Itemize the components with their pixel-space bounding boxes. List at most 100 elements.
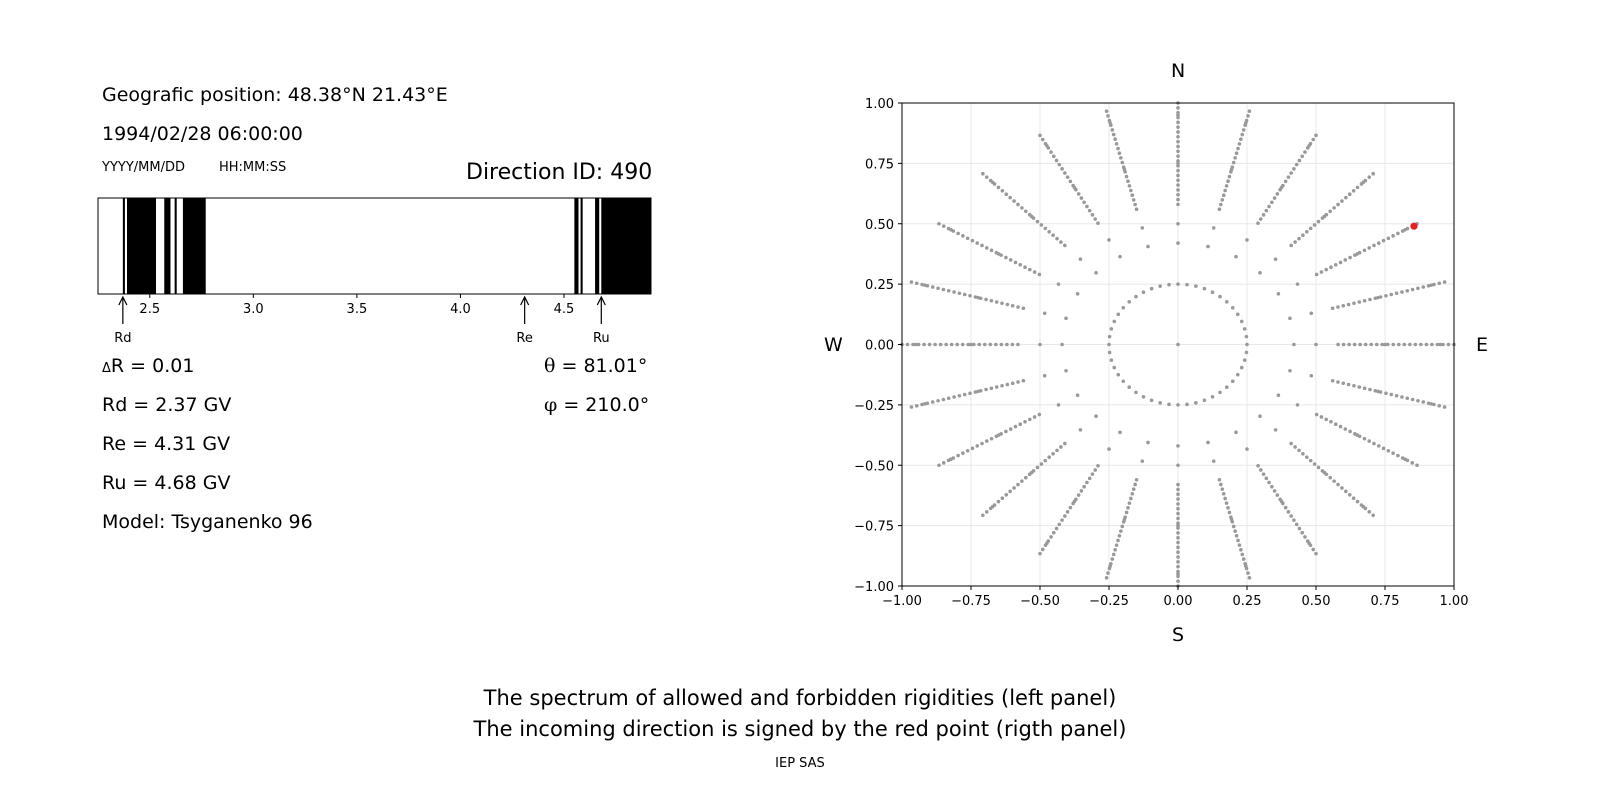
direction-point — [1338, 424, 1343, 429]
direction-point — [1176, 188, 1180, 192]
direction-point — [1226, 505, 1230, 510]
direction-point — [1344, 195, 1348, 200]
direction-point — [1341, 303, 1346, 308]
direction-point — [1405, 396, 1410, 401]
direction-point — [1107, 350, 1112, 355]
forbidden-band — [595, 198, 600, 294]
direction-point — [1234, 254, 1238, 259]
direction-point — [1063, 441, 1067, 446]
direction-point — [1121, 165, 1126, 170]
direction-point — [1300, 530, 1304, 535]
direction-point — [1113, 547, 1117, 552]
direction-point — [1288, 316, 1292, 321]
direction-point — [1096, 464, 1100, 468]
direction-point — [1324, 267, 1328, 272]
direction-point — [1010, 303, 1015, 308]
direction-point — [1362, 436, 1367, 441]
direction-point — [994, 300, 999, 304]
direction-point — [1117, 533, 1122, 538]
direction-point — [1176, 168, 1180, 173]
direction-point — [1114, 543, 1119, 547]
direction-point — [1244, 350, 1249, 355]
direction-point — [1176, 139, 1180, 144]
direction-point — [1060, 167, 1064, 171]
direction-point — [1236, 538, 1240, 543]
direction-point — [984, 246, 989, 250]
direction-point — [1176, 482, 1180, 487]
direction-point — [1051, 233, 1055, 238]
direction-point — [1167, 402, 1171, 407]
direction-point — [1176, 403, 1180, 407]
delta-symbol: Δ — [102, 361, 111, 376]
direction-point — [1357, 300, 1362, 304]
direction-point — [1308, 543, 1313, 548]
y-tick-label: −0.75 — [854, 520, 894, 535]
direction-point — [1134, 390, 1138, 395]
direction-point — [1000, 301, 1004, 306]
direction-point — [1176, 125, 1180, 129]
direction-point — [956, 453, 960, 458]
direction-point — [1218, 390, 1222, 395]
direction-point — [1210, 290, 1215, 295]
direction-point — [1021, 378, 1026, 383]
direction-point — [1013, 424, 1018, 429]
direction-point — [1405, 458, 1410, 463]
direction-point — [1384, 391, 1388, 396]
direction-point — [1085, 204, 1089, 209]
direction-point — [1239, 137, 1243, 142]
direction-point — [927, 342, 932, 347]
direction-point — [988, 178, 993, 183]
direction-point — [1113, 137, 1117, 142]
direction-point — [1220, 487, 1225, 491]
direction-point — [1442, 405, 1447, 409]
direction-point — [1223, 188, 1227, 193]
direction-point — [1235, 372, 1240, 377]
direction-point — [1316, 219, 1321, 224]
direction-point — [1258, 270, 1262, 275]
direction-point — [1176, 149, 1180, 154]
direction-point — [1005, 382, 1010, 387]
forbidden-band — [182, 198, 206, 294]
direction-point — [937, 221, 941, 226]
direction-point — [1176, 120, 1180, 125]
direction-point — [1043, 226, 1048, 231]
direction-point — [1230, 165, 1235, 170]
direction-point — [1020, 479, 1024, 483]
direction-point — [1405, 288, 1410, 293]
direction-point — [1226, 179, 1230, 184]
direction-point — [1217, 477, 1222, 482]
direction-point — [1341, 342, 1346, 347]
direction-point — [1176, 540, 1180, 545]
direction-point — [1221, 491, 1226, 496]
direction-point — [1363, 506, 1368, 511]
direction-point — [1158, 401, 1162, 405]
re-value: Re = 4.31 GV — [102, 433, 231, 455]
direction-point — [1369, 342, 1373, 347]
direction-point — [1223, 496, 1227, 501]
direction-point — [1149, 398, 1154, 403]
direction-point — [1311, 547, 1316, 552]
direction-point — [1362, 386, 1367, 391]
direction-point — [1419, 342, 1423, 347]
direction-point — [1082, 200, 1086, 205]
direction-point — [1040, 547, 1045, 552]
direction-point — [1430, 342, 1434, 347]
direction-point — [956, 231, 960, 236]
direction-point — [1055, 448, 1059, 453]
direction-point — [996, 499, 1001, 504]
direction-point — [1240, 552, 1245, 557]
direction-point — [1240, 132, 1245, 137]
phi-value: φ = 210.0° — [544, 394, 650, 416]
ru-value: Ru = 4.68 GV — [102, 472, 231, 494]
direction-point — [1093, 468, 1097, 472]
x-tick-label: −0.75 — [951, 594, 991, 609]
direction-point — [1121, 305, 1126, 310]
direction-point — [1111, 132, 1116, 137]
direction-point — [1352, 301, 1356, 306]
direction-point — [1415, 463, 1419, 468]
direction-point — [1004, 192, 1009, 197]
direction-point — [1096, 221, 1100, 225]
direction-point — [962, 392, 967, 397]
direction-point — [946, 288, 951, 293]
direction-point — [1176, 173, 1180, 178]
